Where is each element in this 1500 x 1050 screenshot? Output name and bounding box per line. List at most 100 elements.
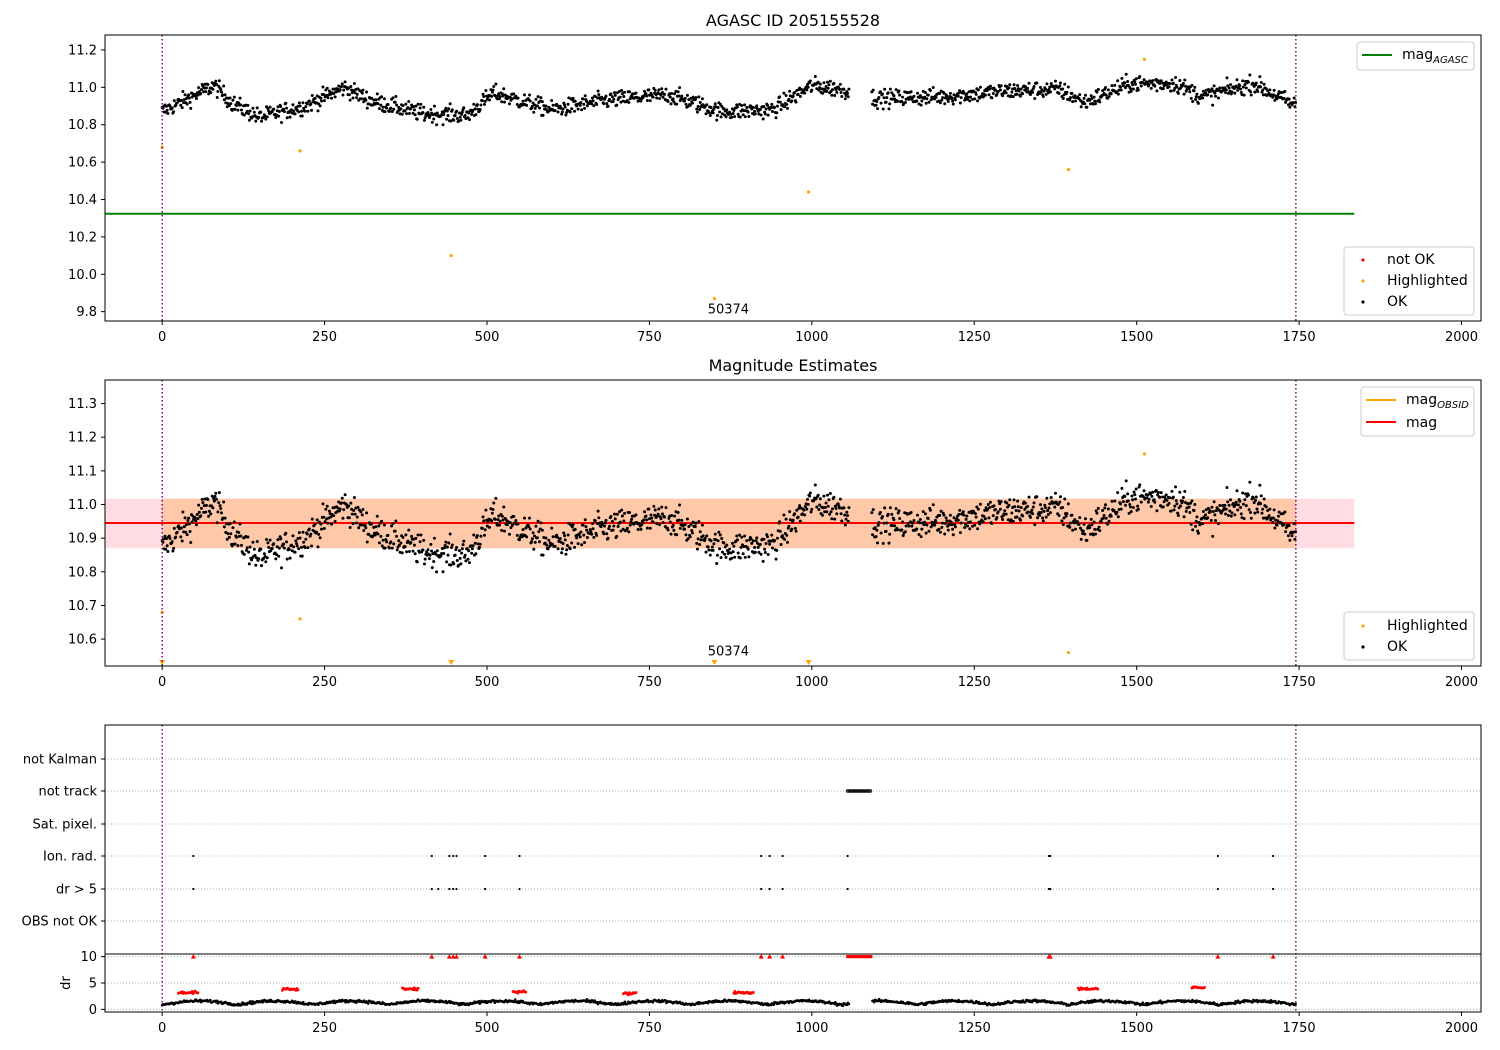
ok-point [170, 106, 174, 110]
ok-point [785, 533, 789, 537]
ok-point [223, 93, 227, 97]
below-range-marker [711, 660, 718, 665]
ok-point [634, 513, 638, 517]
ok-point [1179, 504, 1183, 508]
legend-ok-2: OK [1387, 639, 1408, 655]
ok-point [634, 91, 638, 95]
ok-point [1058, 81, 1062, 85]
ok-point [407, 528, 411, 532]
ok-point [1131, 498, 1135, 502]
ok-point [676, 510, 680, 514]
ok-point [643, 510, 647, 514]
ok-point [963, 525, 967, 529]
ok-point [608, 524, 612, 528]
ok-point [940, 525, 944, 529]
ok-point [657, 88, 661, 92]
ok-point [207, 509, 211, 513]
ok-point [260, 564, 264, 568]
ok-point [458, 556, 462, 560]
ok-point [395, 548, 399, 552]
ok-point [429, 108, 433, 112]
ok-point [813, 74, 817, 78]
ok-point [730, 541, 734, 545]
ok-point [830, 88, 834, 92]
highlighted-swatch-2 [1361, 624, 1365, 628]
ok-point [204, 90, 208, 94]
ok-point [219, 88, 223, 92]
ok-point [613, 517, 617, 521]
ok-point [988, 505, 992, 509]
ok-point [563, 105, 567, 109]
ok-point [992, 504, 996, 508]
ok-point [337, 500, 341, 504]
ok-point [808, 491, 812, 495]
p2-xtick-label: 1750 [1283, 675, 1316, 690]
ok-point [221, 516, 225, 520]
ok-point [496, 518, 500, 522]
ok-point [1156, 491, 1160, 495]
ok-point [759, 552, 763, 556]
ok-point [360, 513, 364, 517]
ok-point [785, 106, 789, 110]
ok-point [221, 93, 225, 97]
ok-point [943, 521, 947, 525]
highlighted-point [1066, 650, 1071, 655]
ok-point [471, 544, 475, 548]
ok-point [793, 90, 797, 94]
ok-point [815, 87, 819, 91]
ok-point [561, 541, 565, 545]
ok-point [784, 93, 788, 97]
ok-point [1182, 92, 1186, 96]
ok-point [1201, 89, 1205, 93]
dr-ok-point [209, 998, 212, 1002]
ok-point [932, 521, 936, 525]
ok-point [309, 532, 313, 536]
ok-point [429, 542, 433, 546]
ok-point [536, 95, 540, 99]
ok-point [464, 559, 468, 563]
ok-point [956, 94, 960, 98]
ok-point [915, 527, 919, 531]
ok-point [1213, 91, 1217, 95]
ok-point [301, 101, 305, 105]
ok-point [1083, 102, 1087, 106]
ok-point [423, 557, 427, 561]
ok-point [1065, 90, 1069, 94]
ok-point [987, 516, 991, 520]
dr-flag [1216, 887, 1219, 891]
ok-point [1063, 82, 1067, 86]
ok-point [1129, 89, 1133, 93]
ok-point [239, 534, 243, 538]
ok-point [615, 534, 619, 538]
ion-rad-flag [430, 854, 433, 858]
ok-point [778, 95, 782, 99]
ok-point [573, 99, 577, 103]
ok-point [968, 95, 972, 99]
ok-point [1227, 503, 1231, 507]
ok-point [406, 539, 410, 543]
p1-xtick-label: 0 [158, 330, 166, 345]
ok-point [1023, 501, 1027, 505]
ok-point [818, 82, 822, 86]
ok-point [1009, 518, 1013, 522]
ok-point [774, 116, 778, 120]
ok-point [452, 562, 456, 566]
ok-point [612, 97, 616, 101]
ok-point [1045, 496, 1049, 500]
ok-point [816, 493, 820, 497]
ok-point [739, 545, 743, 549]
p2-ytick-label: 11.2 [68, 431, 97, 446]
ok-point [307, 527, 311, 531]
p3-xtick-label: 1750 [1283, 1021, 1316, 1036]
ok-point [1276, 514, 1280, 518]
ok-point [462, 106, 466, 110]
ok-point [582, 102, 586, 106]
ok-point [878, 90, 882, 94]
ok-point [1104, 516, 1108, 520]
ok-point [630, 517, 634, 521]
ok-point [1267, 514, 1271, 518]
ok-point [525, 103, 529, 107]
ok-point [683, 522, 687, 526]
ok-point [514, 518, 518, 522]
ok-point [471, 108, 475, 112]
